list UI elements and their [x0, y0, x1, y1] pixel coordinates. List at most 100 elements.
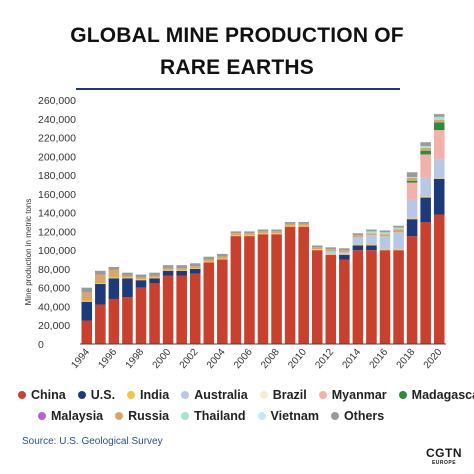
x-tick-label: 2006	[232, 347, 255, 371]
legend-label: Others	[343, 409, 385, 423]
bar-segment-russia-1995	[95, 274, 106, 283]
y-axis-label: Mine production in metric tons	[24, 199, 33, 306]
bar-segment-us-2018	[406, 219, 418, 237]
bar-segment-australia-2020	[433, 159, 445, 178]
y-tick-label: 220,000	[38, 133, 76, 145]
bar-segment-russia-2013	[339, 250, 350, 253]
bar-segment-russia-2011	[311, 247, 323, 250]
legend-item-russia: Russia	[115, 409, 169, 423]
bar-segment-us-2000	[162, 270, 174, 276]
legend-item-australia: Australia	[181, 388, 248, 402]
x-tick-label: 1996	[96, 347, 119, 371]
bar-segment-china-2007	[257, 234, 269, 344]
legend-label: Malaysia	[51, 409, 104, 423]
bar-segment-thailand-2019	[420, 145, 431, 148]
bar-segment-india-2011	[311, 249, 323, 251]
bar-segment-thailand-2015	[366, 231, 377, 234]
bar-segment-china-2018	[406, 236, 418, 344]
bar-segment-russia-2012	[325, 249, 337, 252]
bar-segment-us-1997	[122, 278, 133, 298]
legend-row-1: China U.S. India Australia Brazil Myanma…	[18, 388, 474, 402]
bar-segment-russia-2005	[230, 233, 242, 236]
bar-segment-russia-1994	[81, 292, 93, 301]
x-tick-label: 2018	[395, 347, 418, 371]
legend-label: Brazil	[272, 388, 307, 402]
bar-segment-australia-2013	[339, 252, 350, 254]
logo-main: CGTN	[426, 446, 462, 460]
bar-segment-australia-2019	[420, 177, 431, 197]
title-underline	[76, 88, 400, 90]
bar-segment-others-2019	[420, 142, 431, 146]
bar-segment-others-1995	[95, 270, 106, 275]
bar-segment-others-1994	[81, 287, 93, 293]
bar-segment-us-2019	[420, 197, 431, 222]
legend-item-myanmar: Myanmar	[318, 388, 387, 402]
bar-segment-russia-2019	[420, 147, 431, 151]
x-tick-label: 2016	[368, 347, 391, 371]
bar-segment-others-2016	[379, 230, 391, 233]
bar-segment-china-2008	[271, 234, 282, 344]
x-tick-label: 2014	[340, 347, 363, 371]
bar-segment-india-2003	[203, 261, 215, 263]
y-tick-label: 180,000	[38, 170, 76, 182]
bar-segment-us-1999	[149, 278, 160, 283]
bar-segment-china-2017	[393, 250, 404, 344]
legend-swatch	[259, 391, 268, 399]
legend-label: Russia	[128, 409, 170, 423]
bar-segment-us-2001	[176, 270, 187, 276]
bar-segment-russia-1999	[149, 275, 160, 278]
bar-segment-india-2019	[420, 196, 431, 198]
bar-segment-russia-2002	[189, 266, 201, 268]
bar-segment-others-2012	[325, 247, 337, 250]
y-tick-label: 0	[38, 339, 44, 351]
bar-segment-us-2020	[433, 178, 445, 215]
bar-segment-us-1995	[95, 283, 106, 305]
bar-segment-china-2000	[162, 275, 174, 344]
cgtn-logo: CGTN EUROPE	[424, 446, 464, 466]
bar-segment-india-2017	[393, 249, 404, 251]
legend-swatch	[318, 391, 327, 399]
bar-segment-china-1997	[122, 297, 133, 344]
bar-segment-others-2002	[189, 263, 201, 267]
bar-segment-russia-1997	[122, 275, 133, 278]
bar-segment-others-2005	[230, 231, 242, 234]
bar-segment-thailand-2016	[379, 232, 391, 235]
bar-segment-russia-2009	[284, 223, 296, 226]
x-tick-label: 2002	[178, 347, 201, 371]
bar-segment-china-2015	[366, 250, 377, 344]
bar-segment-russia-2014	[352, 235, 364, 238]
bar-segment-others-2017	[393, 225, 404, 228]
bar-segment-russia-2008	[271, 231, 282, 234]
legend-label: Vietnam	[270, 409, 319, 423]
bar-segment-us-2013	[339, 254, 350, 260]
bar-segment-others-2003	[203, 256, 215, 260]
x-tick-label: 2004	[205, 347, 228, 371]
bar-segment-others-2011	[311, 245, 323, 248]
legend-swatch	[330, 412, 339, 420]
y-tick-label: 80,000	[38, 264, 70, 276]
bar-segment-australia-2016	[379, 236, 391, 250]
bar-segment-india-1994	[81, 300, 93, 302]
bar-segment-india-2009	[284, 225, 296, 227]
chart-title-line2: RARE EARTHS	[160, 56, 314, 79]
bar-segment-thailand-2020	[433, 116, 445, 120]
bar-segment-china-1996	[108, 298, 120, 344]
bar-segment-others-2014	[352, 233, 364, 236]
bar-segment-india-2012	[325, 253, 337, 255]
legend-label: Thailand	[194, 409, 246, 423]
bar-segment-india-1995	[95, 283, 106, 284]
y-tick-label: 240,000	[38, 114, 76, 126]
bar-segment-china-2002	[189, 273, 201, 344]
x-tick-label: 2020	[422, 347, 445, 371]
bar-segment-india-2014	[352, 244, 364, 246]
y-tick-label: 100,000	[38, 245, 76, 257]
bar-segment-madagascar-2019	[420, 150, 431, 155]
bar-segment-others-1999	[149, 272, 160, 276]
bar-segment-others-2000	[162, 265, 174, 268]
bar-segment-russia-2016	[379, 234, 391, 237]
x-tick-label: 1998	[124, 347, 147, 371]
legend-item-malaysia: Malaysia	[38, 409, 103, 423]
bar-segment-india-2002	[189, 267, 201, 269]
bar-segment-china-2014	[352, 250, 364, 344]
bar-segment-china-2016	[379, 250, 391, 344]
